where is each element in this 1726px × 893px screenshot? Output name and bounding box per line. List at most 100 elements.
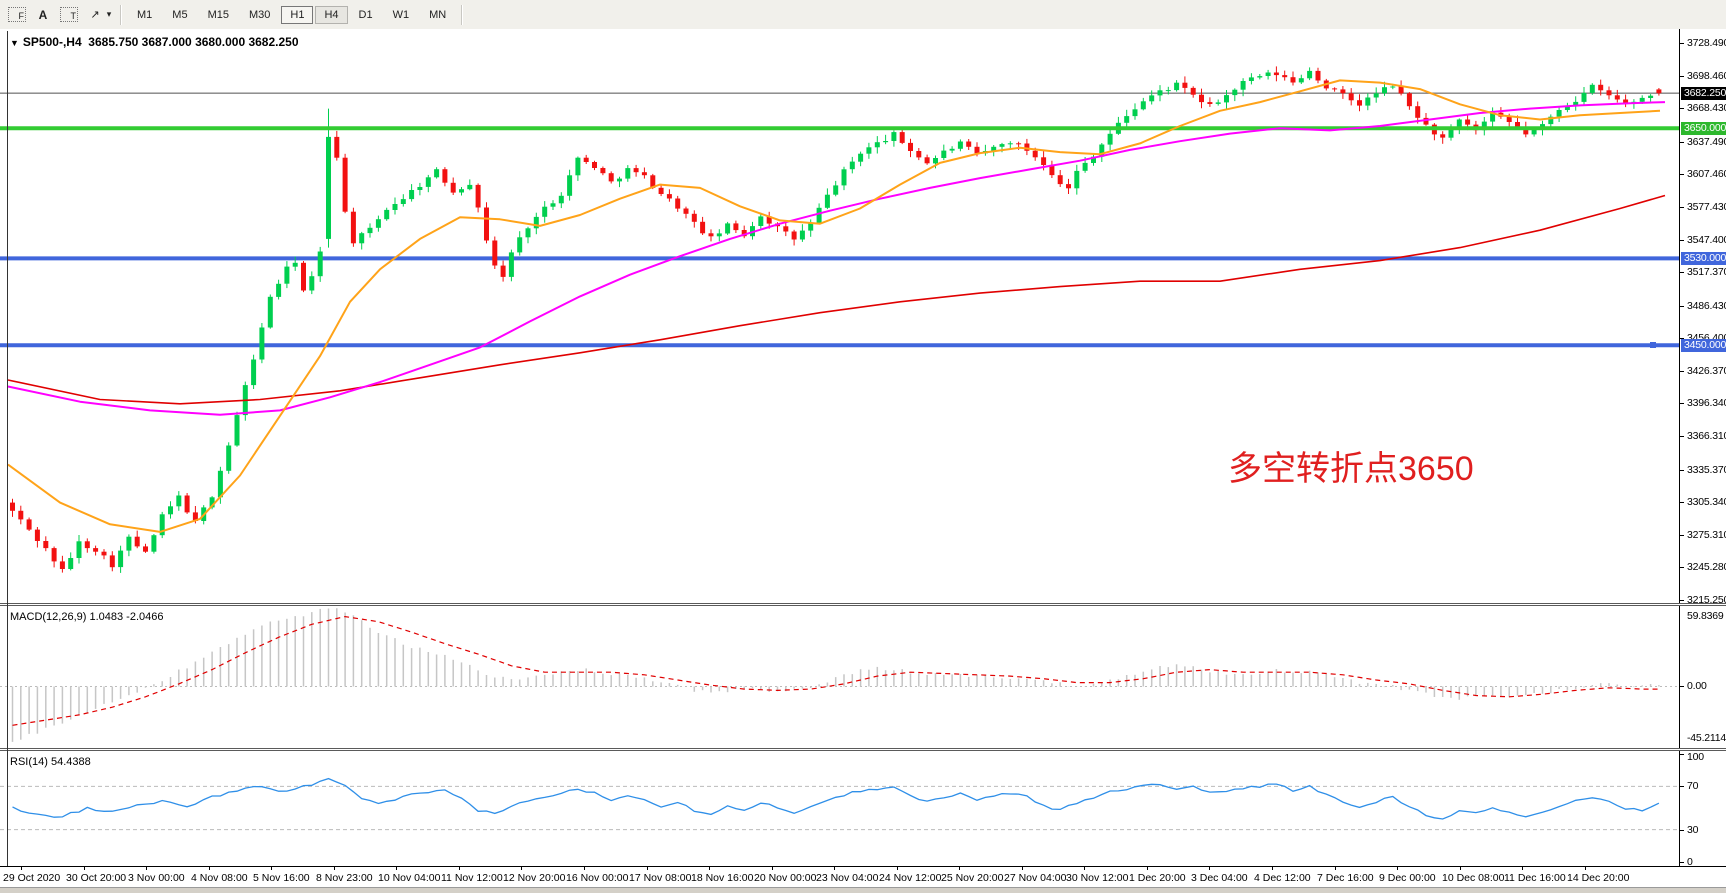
timeframe-button-m5[interactable]: M5 xyxy=(172,8,188,21)
axis-tick xyxy=(1680,43,1684,44)
time-tick xyxy=(459,867,460,870)
time-tick xyxy=(209,867,210,870)
time-label: 12 Nov 20:00 xyxy=(503,872,566,884)
axis-tick xyxy=(1680,371,1684,372)
time-tick xyxy=(1585,867,1586,870)
price-tick-label: 3517.370 xyxy=(1687,266,1726,278)
time-label: 16 Nov 00:00 xyxy=(566,872,629,884)
time-label: 29 Oct 2020 xyxy=(3,872,61,884)
time-label: 1 Dec 20:00 xyxy=(1129,872,1186,884)
macd-pane[interactable]: MACD(12,26,9) 1.0483 -2.0466 xyxy=(0,606,1679,748)
price-tick-label: 3637.490 xyxy=(1687,136,1726,148)
time-tick xyxy=(521,867,522,870)
timeframe-button-h4[interactable]: H4 xyxy=(315,5,348,24)
axis-tick xyxy=(1680,436,1684,437)
rsi-pane[interactable]: RSI(14) 54.4388 xyxy=(0,751,1679,866)
axis-tick xyxy=(1680,754,1684,755)
timeframe-button-m1[interactable]: M1 xyxy=(137,8,153,21)
axis-tick xyxy=(1680,686,1684,687)
axis-tick xyxy=(1680,207,1684,208)
price-tick-label: 3547.400 xyxy=(1687,234,1726,246)
time-label: 25 Nov 20:00 xyxy=(941,872,1004,884)
timeframe-button-d1[interactable]: D1 xyxy=(358,8,373,21)
template-f-icon[interactable]: F xyxy=(5,4,29,26)
time-tick xyxy=(1335,867,1336,870)
time-label: 14 Dec 20:00 xyxy=(1567,872,1630,884)
axis-tick xyxy=(1680,567,1684,568)
macd-plot[interactable] xyxy=(0,606,1679,748)
pane-resize-divider[interactable] xyxy=(0,748,1726,751)
dropdown-caret-icon[interactable]: ▾ xyxy=(106,9,112,19)
time-label: 30 Oct 20:00 xyxy=(66,872,127,884)
price-tick-label: 3275.310 xyxy=(1687,529,1726,541)
price-tag-3650.000: 3650.000 xyxy=(1681,122,1726,135)
chart-annotation-text: 多空转折点3650 xyxy=(1228,450,1474,488)
time-tick xyxy=(146,867,147,870)
time-label: 30 Nov 12:00 xyxy=(1066,872,1129,884)
price-tag-3682.250: 3682.250 xyxy=(1681,87,1726,100)
timeframe-button-w1[interactable]: W1 xyxy=(392,8,410,21)
time-tick xyxy=(1209,867,1210,870)
price-tick-label: 3668.430 xyxy=(1687,102,1726,114)
rsi-axis[interactable]: 100 70 30 0 xyxy=(1679,751,1726,868)
time-label: 23 Nov 04:00 xyxy=(816,872,879,884)
arrow-objects-icon[interactable]: ↗ xyxy=(90,9,100,21)
price-tag-3530.000: 3530.000 xyxy=(1681,252,1726,265)
time-tick xyxy=(897,867,898,870)
time-tick xyxy=(1022,867,1023,870)
time-label: 17 Nov 08:00 xyxy=(629,872,692,884)
time-label: 4 Nov 08:00 xyxy=(191,872,248,884)
ma-slow-red xyxy=(7,194,1666,405)
axis-tick xyxy=(1680,403,1684,404)
time-tick xyxy=(1460,867,1461,870)
time-tick xyxy=(834,867,835,870)
ohlc-values: 3685.750 3687.000 3680.000 3682.250 xyxy=(88,35,299,49)
time-label: 10 Dec 08:00 xyxy=(1442,872,1505,884)
timeframe-button-h1[interactable]: H1 xyxy=(281,5,314,24)
time-tick xyxy=(84,867,85,870)
time-tick xyxy=(271,867,272,870)
time-tick xyxy=(1272,867,1273,870)
time-axis[interactable]: 29 Oct 2020 30 Oct 20:00 3 Nov 00:00 4 Nov … xyxy=(0,866,1726,887)
time-tick xyxy=(584,867,585,870)
time-label: 18 Nov 16:00 xyxy=(691,872,754,884)
ma-fast-orange xyxy=(7,79,1661,533)
candlestick-plot[interactable] xyxy=(0,29,1679,603)
rsi-label: RSI(14) 54.4388 xyxy=(10,756,91,768)
price-axis[interactable]: 3728.490 3698.460 3668.430 3637.490 3607.460… xyxy=(1679,29,1726,606)
main-chart-pane[interactable]: ▼ SP500-,H4 3685.750 3687.000 3680.000 36… xyxy=(0,29,1679,603)
chart-collapse-icon[interactable]: ▼ xyxy=(10,38,19,48)
time-label: 10 Nov 04:00 xyxy=(378,872,441,884)
timeframe-button-m15[interactable]: M15 xyxy=(207,8,229,21)
timeframe-button-m30[interactable]: M30 xyxy=(248,8,271,21)
symbol-period-label: SP500-,H4 xyxy=(22,35,82,49)
time-label: 5 Nov 16:00 xyxy=(253,872,310,884)
time-label: 27 Nov 04:00 xyxy=(1004,872,1067,884)
text-label-t-icon[interactable]: T xyxy=(57,4,81,26)
rsi-axis-label: 0 xyxy=(1687,856,1693,868)
axis-tick xyxy=(1680,535,1684,536)
time-tick xyxy=(334,867,335,870)
axis-tick xyxy=(1680,470,1684,471)
trendline-handle[interactable] xyxy=(1650,342,1656,349)
pane-resize-divider[interactable] xyxy=(0,603,1726,606)
macd-signal-line xyxy=(12,615,1659,726)
macd-axis[interactable]: 59.8369 0.00 -45.2114 xyxy=(1679,606,1726,748)
time-label: 20 Nov 00:00 xyxy=(754,872,817,884)
time-tick xyxy=(1147,867,1148,870)
axis-tick xyxy=(1680,108,1684,109)
macd-axis-min: -45.2114 xyxy=(1687,732,1726,744)
axis-tick xyxy=(1680,502,1684,503)
time-label: 7 Dec 16:00 xyxy=(1317,872,1374,884)
price-tick-label: 3426.370 xyxy=(1687,365,1726,377)
timeframe-button-mn[interactable]: MN xyxy=(429,8,447,21)
toolbar-separator xyxy=(461,4,464,25)
axis-tick xyxy=(1680,272,1684,273)
time-label: 3 Nov 00:00 xyxy=(128,872,185,884)
rsi-plot[interactable] xyxy=(0,751,1679,866)
price-tick-label: 3728.490 xyxy=(1687,37,1726,49)
axis-tick xyxy=(1680,600,1684,601)
font-a-icon[interactable]: A xyxy=(38,7,48,22)
chart-title: ▼ SP500-,H4 3685.750 3687.000 3680.000 36… xyxy=(10,35,299,49)
